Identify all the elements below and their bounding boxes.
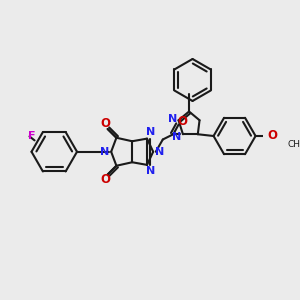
- Text: O: O: [177, 115, 187, 128]
- Text: O: O: [100, 173, 110, 186]
- Text: N: N: [146, 166, 155, 176]
- Text: N: N: [146, 128, 155, 137]
- Text: O: O: [268, 130, 278, 142]
- Text: N: N: [100, 147, 110, 157]
- Text: N: N: [155, 147, 164, 157]
- Text: CH₃: CH₃: [287, 140, 300, 149]
- Text: N: N: [172, 132, 182, 142]
- Text: F: F: [28, 131, 36, 141]
- Text: N: N: [168, 114, 177, 124]
- Text: O: O: [100, 117, 110, 130]
